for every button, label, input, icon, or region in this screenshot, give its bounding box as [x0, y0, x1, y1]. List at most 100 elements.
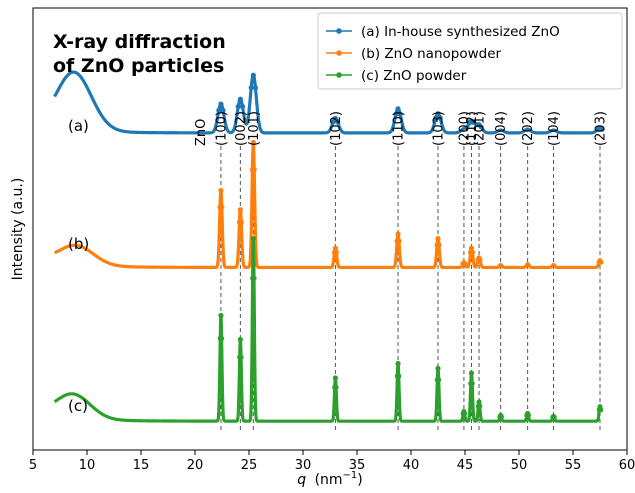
- series-marker: [239, 103, 246, 110]
- series-marker: [395, 360, 401, 367]
- series-marker: [218, 312, 224, 319]
- series-marker: [435, 111, 441, 117]
- series-marker: [469, 249, 475, 255]
- series-marker: [436, 377, 442, 383]
- series-marker: [238, 354, 244, 360]
- series-marker: [469, 380, 475, 387]
- series-marker: [220, 107, 226, 113]
- series-marker: [219, 204, 225, 210]
- peak-label: (203): [594, 111, 609, 146]
- x-tick-label: 5: [29, 458, 37, 473]
- series-marker: [397, 111, 403, 117]
- x-tick-label: 30: [295, 458, 312, 473]
- series-marker: [333, 249, 339, 255]
- series-marker: [395, 106, 401, 112]
- peak-group-label: ZnO: [194, 119, 209, 146]
- peak-labels: (100) (002)(101) (102) (110) (103) (200)(112)…: [194, 111, 609, 146]
- chart-title-line1: X-ray diffraction: [53, 31, 226, 53]
- series-marker: [477, 403, 483, 409]
- series-marker: [396, 373, 402, 379]
- series-marker: [477, 257, 483, 263]
- peak-label: (112): [465, 111, 480, 146]
- series-marker: [219, 335, 225, 342]
- curve-labels: (a) (b) (c): [68, 117, 89, 415]
- legend-marker: [336, 72, 342, 78]
- series-marker: [395, 231, 401, 237]
- series-marker: [250, 235, 256, 242]
- series-marker: [462, 411, 468, 417]
- peak-label: (104): [547, 111, 562, 146]
- series-marker: [498, 414, 504, 420]
- series-marker: [235, 103, 241, 110]
- y-axis-label: Intensity (a.u.): [10, 178, 26, 281]
- legend-marker: [336, 28, 342, 34]
- peak-label: (100): [214, 111, 229, 146]
- series-line: [53, 70, 602, 135]
- x-tick-label: 40: [403, 458, 420, 473]
- legend-box: [317, 12, 623, 90]
- series-marker: [333, 384, 339, 390]
- series-marker: [218, 101, 224, 107]
- series-marker: [396, 238, 402, 244]
- series-marker: [598, 407, 604, 413]
- x-tick-label: 20: [187, 458, 204, 473]
- peak-label: (002): [234, 111, 249, 146]
- series-marker: [433, 115, 439, 121]
- series-line: [53, 141, 602, 270]
- peak-label: (202): [521, 111, 536, 146]
- series-marker: [393, 111, 399, 117]
- series-marker: [525, 412, 531, 418]
- peak-label: (101): [247, 111, 262, 146]
- peak-label: (103): [432, 111, 447, 146]
- peak-label: (201): [473, 111, 488, 146]
- peak-label: (200): [457, 111, 472, 146]
- plot-frame: [32, 7, 628, 451]
- series-marker: [334, 119, 341, 125]
- chart-title-line2: of ZnO particles: [53, 55, 224, 77]
- x-tick-label: 35: [349, 458, 366, 473]
- series-marker: [551, 414, 557, 421]
- series-marker: [237, 336, 243, 343]
- series-marker: [250, 72, 256, 78]
- series-marker: [248, 85, 254, 91]
- series-marker: [468, 245, 475, 251]
- series-marker: [436, 242, 442, 248]
- series-marker: [237, 96, 243, 102]
- series-marker: [251, 275, 257, 281]
- series-marker: [218, 187, 224, 194]
- x-tick-label: 50: [511, 458, 528, 473]
- series-marker: [252, 85, 259, 91]
- series-line: [53, 238, 602, 423]
- legend: (a) In-house synthesized ZnO (b) ZnO nano…: [317, 12, 623, 90]
- peak-label: (004): [494, 111, 509, 146]
- curve-label: (b): [68, 235, 89, 253]
- x-tick-label: 25: [241, 458, 258, 473]
- series-marker: [598, 259, 604, 265]
- series-marker: [476, 399, 482, 405]
- series-marker: [435, 236, 441, 242]
- series-marker: [251, 167, 257, 173]
- x-tick-label: 60: [619, 458, 635, 473]
- series-marker: [237, 207, 243, 213]
- legend-label: (a) In-house synthesized ZnO: [361, 24, 560, 40]
- x-tick-label: 15: [133, 458, 150, 473]
- series-marker: [216, 107, 222, 113]
- legend-marker: [336, 50, 342, 56]
- series-marker: [437, 115, 443, 121]
- series-marker: [599, 126, 605, 132]
- x-axis-label: q (nm−1): [297, 470, 363, 488]
- legend-label: (c) ZnO powder: [361, 68, 467, 84]
- series-marker: [250, 139, 256, 146]
- series-marker: [435, 365, 441, 371]
- curve-label: (c): [68, 397, 88, 415]
- x-tick-label: 55: [565, 458, 582, 473]
- curve-label: (a): [68, 117, 89, 135]
- series-marker: [238, 219, 244, 225]
- series-marker: [332, 245, 338, 251]
- peak-label: (102): [329, 111, 344, 146]
- x-tick-label: 45: [457, 458, 474, 473]
- series-layer: [53, 70, 605, 423]
- series-marker: [478, 124, 484, 130]
- legend-label: (b) ZnO nanopowder: [361, 46, 502, 62]
